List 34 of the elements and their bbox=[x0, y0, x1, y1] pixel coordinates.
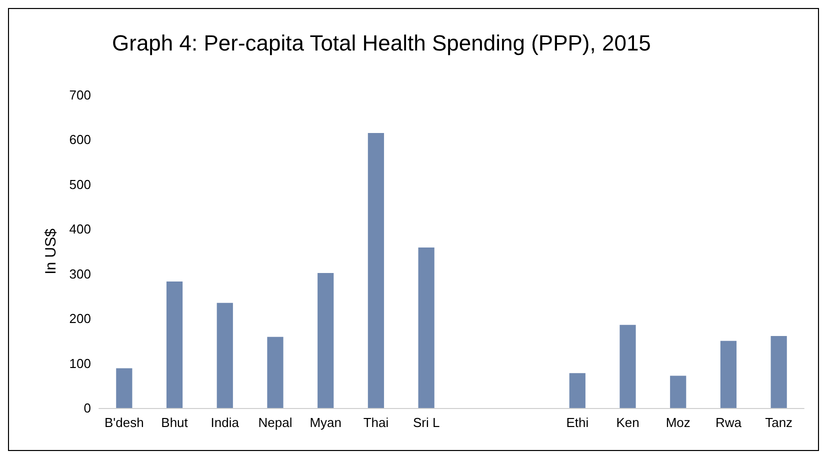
y-axis-title: In US$ bbox=[42, 228, 60, 274]
x-tick-label: India bbox=[210, 415, 240, 430]
x-tick-label: Sri L bbox=[412, 415, 440, 430]
y-tick-label: 0 bbox=[84, 400, 91, 416]
bar bbox=[166, 281, 183, 408]
y-tick-label: 200 bbox=[69, 311, 91, 326]
x-tick-label: Ken bbox=[616, 415, 640, 430]
x-tick-label: Ethi bbox=[566, 415, 589, 430]
bar bbox=[216, 302, 233, 408]
bar bbox=[569, 373, 586, 408]
x-tick-label: B'desh bbox=[104, 415, 144, 430]
x-tick-label: Rwa bbox=[715, 415, 742, 430]
y-tick-label: 300 bbox=[69, 266, 91, 282]
bar bbox=[418, 247, 434, 408]
bar bbox=[670, 376, 686, 408]
bar bbox=[720, 340, 737, 408]
x-tick-label: Tanz bbox=[765, 415, 793, 430]
y-tick-label: 100 bbox=[69, 356, 91, 371]
x-tick-label: Nepal bbox=[258, 415, 292, 430]
x-tick-label: Myan bbox=[310, 415, 342, 430]
y-tick-label: 400 bbox=[69, 222, 91, 237]
x-tick-label: Moz bbox=[666, 415, 690, 430]
chart-title: Graph 4: Per-capita Total Health Spending (PPP), 2015 bbox=[112, 30, 651, 56]
bar bbox=[770, 336, 787, 408]
y-tick-label: 600 bbox=[69, 132, 91, 148]
y-tick-label: 500 bbox=[69, 176, 91, 192]
x-tick-label: Bhut bbox=[161, 415, 188, 430]
bar bbox=[267, 336, 284, 408]
y-tick-label: 700 bbox=[69, 88, 91, 102]
bar bbox=[368, 133, 384, 408]
bar bbox=[116, 368, 132, 408]
x-tick-label: Thai bbox=[363, 415, 389, 430]
bar bbox=[318, 272, 334, 408]
bar bbox=[620, 324, 636, 408]
